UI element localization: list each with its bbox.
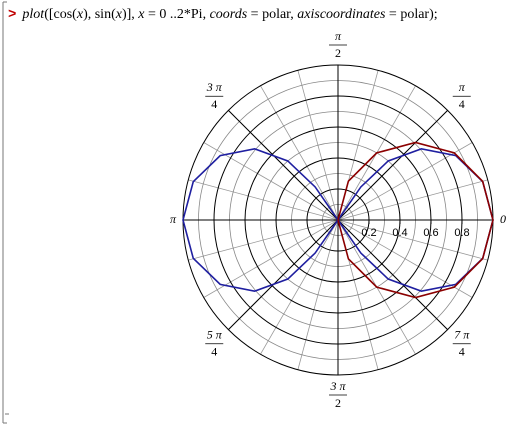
r-tick-label: 0.6	[423, 227, 438, 239]
prompt: >	[8, 7, 17, 23]
command-token: = polar,	[247, 7, 298, 22]
command-token: coords	[209, 7, 248, 22]
angle-label: 0	[500, 212, 506, 226]
angle-label-denominator: 2	[335, 46, 341, 60]
command-token: x	[138, 7, 145, 22]
command-token: plot	[22, 7, 45, 22]
angle-label-denominator: 4	[459, 97, 465, 111]
command-token: x	[76, 7, 84, 22]
angle-label-denominator: 4	[211, 344, 217, 358]
command-line[interactable]: > plot([cos(x), sin(x)], x = 0 ..2*Pi, co…	[8, 7, 438, 23]
angle-label-numerator: 3 π	[206, 80, 223, 94]
angle-label-numerator: 7 π	[454, 327, 470, 341]
curve	[337, 141, 494, 299]
command-token: ), sin(	[83, 7, 116, 22]
angle-label-numerator: π	[335, 29, 342, 43]
command-token: = 0 ..2*Pi,	[144, 7, 210, 22]
command[interactable]: plot([cos(x), sin(x)], x = 0 ..2*Pi, coo…	[22, 7, 437, 22]
command-token: axiscoordinates	[297, 7, 386, 22]
angle-label-numerator: 5 π	[207, 327, 223, 341]
angle-label-denominator: 2	[335, 396, 341, 410]
r-tick-label: 0.8	[454, 227, 469, 239]
r-tick-label: 0.2	[361, 227, 376, 239]
angle-label-numerator: π	[459, 80, 466, 94]
angle-spoke	[337, 110, 448, 221]
r-tick-label: 0.4	[392, 227, 407, 239]
command-token: = polar);	[385, 7, 438, 22]
angle-label: π	[170, 212, 177, 226]
angle-spoke	[337, 219, 448, 330]
command-token: )],	[121, 7, 139, 22]
angle-spoke	[228, 110, 339, 221]
command-token: x	[115, 7, 122, 22]
curve	[182, 147, 494, 293]
command-token: ([cos(	[44, 7, 77, 22]
angle-spoke	[228, 219, 339, 330]
angle-label-denominator: 4	[211, 97, 217, 111]
angle-label-numerator: 3 π	[329, 379, 346, 393]
angle-label-denominator: 4	[459, 344, 465, 358]
